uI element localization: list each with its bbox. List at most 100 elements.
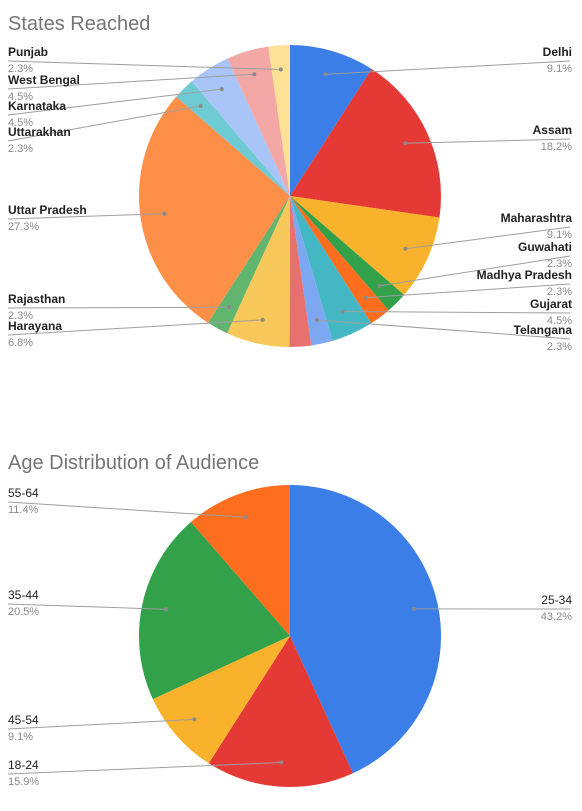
- pie0-slice-unlabeled-7: [289, 196, 312, 348]
- pie0-slice-west-bengal: [227, 46, 290, 196]
- pie0-label-rajasthan: Rajasthan: [8, 292, 65, 306]
- pie0-leader-assam: [405, 138, 571, 144]
- pie0-label-harayana: Harayana: [8, 319, 62, 333]
- pie1-pct-35-44: 20.5%: [8, 606, 39, 618]
- pie0-leader-delhi: [325, 60, 571, 75]
- pie0-label-west-bengal: West Bengal: [8, 73, 80, 87]
- states-pie: [138, 45, 441, 348]
- pie1-pct-55-64: 11.4%: [8, 504, 39, 516]
- pie0-anchor-dot-maharashtra: [403, 246, 408, 251]
- pie0-slice-gujarat: [290, 196, 372, 341]
- pie1-slice-25-34: [290, 485, 442, 774]
- pie0-leader-harayana: [7, 319, 263, 336]
- pie0-pct-punjab: 2.3%: [8, 63, 33, 75]
- pie1-anchor-dot-18-24: [279, 760, 284, 765]
- pie0-pct-madhya-pradesh: 2.3%: [547, 286, 572, 298]
- pie0-pct-delhi: 9.1%: [547, 63, 572, 75]
- pie0-pct-gujarat: 4.5%: [547, 315, 572, 327]
- pie1-anchor-dot-25-34: [411, 606, 416, 611]
- pie1-label-35-44: 35-44: [8, 588, 39, 602]
- states-chart-title: States Reached: [8, 13, 150, 35]
- pie0-slice-uttar-pradesh: [138, 96, 290, 323]
- pie1-pct-18-24: 15.9%: [8, 776, 39, 788]
- age-labels: 25-34 43.2% 18-24 15.9% 45-54 9.1% 35-44 20.5% 5…: [7, 486, 572, 788]
- pie1-label-25-34: 25-34: [541, 593, 572, 607]
- pie0-slice-uttarakhan: [176, 81, 290, 196]
- pie0-label-maharashtra: Maharashtra: [501, 211, 573, 225]
- pie1-leader-55-64: [7, 501, 246, 518]
- pie1-anchor-dot-45-54: [192, 717, 197, 722]
- pie0-leader-west-bengal: [7, 73, 255, 90]
- pie0-anchor-dot-uttar-pradesh: [162, 211, 167, 216]
- pie1-slice-18-24: [208, 636, 353, 788]
- pie0-pct-guwahati: 2.3%: [547, 258, 572, 270]
- pie0-slice-telangana: [290, 196, 333, 346]
- pie1-slice-35-44: [138, 522, 290, 700]
- pie0-label-gujarat: Gujarat: [530, 297, 572, 311]
- pie1-leader-35-44: [7, 603, 167, 610]
- age-chart-title: Age Distribution of Audience: [8, 452, 259, 474]
- pie0-anchor-dot-gujarat: [340, 309, 345, 314]
- pie0-pct-west-bengal: 4.5%: [8, 91, 33, 103]
- pie1-leader-18-24: [7, 762, 282, 775]
- pie0-leader-punjab: [7, 60, 281, 70]
- pie0-slice-punjab: [268, 45, 290, 196]
- pie0-label-madhya-pradesh: Madhya Pradesh: [477, 268, 572, 282]
- pie1-label-55-64: 55-64: [8, 486, 39, 500]
- pie1-leader-45-54: [7, 718, 195, 730]
- pie0-leader-guwahati: [379, 255, 571, 287]
- pie0-leader-telangana: [316, 319, 571, 340]
- pie0-slice-rajasthan: [207, 196, 290, 334]
- states-labels: Delhi9.1%Assam18.2%Maharashtra9.1%Guwaha…: [7, 45, 573, 353]
- pie0-pct-karnataka: 4.5%: [8, 117, 33, 129]
- pie0-leader-maharashtra: [405, 226, 571, 250]
- pie0-slice-guwahati: [290, 196, 405, 311]
- pie0-anchor-dot-harayana: [260, 317, 265, 322]
- pie0-label-karnataka: Karnataka: [8, 99, 66, 113]
- pie0-slice-assam: [290, 68, 441, 218]
- age-pie: [138, 485, 442, 788]
- pie0-anchor-dot-west-bengal: [252, 72, 257, 77]
- pie0-leader-rajasthan: [7, 306, 230, 309]
- pie1-slice-55-64: [190, 485, 290, 636]
- pie0-anchor-dot-uttarakhan: [198, 104, 203, 108]
- pie0-anchor-dot-karnataka: [219, 87, 224, 92]
- pie0-anchor-dot-assam: [403, 141, 408, 146]
- pie1-slice-45-54: [152, 636, 290, 764]
- pie0-pct-telangana: 2.3%: [547, 341, 572, 353]
- pie0-slice-harayana: [227, 196, 290, 347]
- pie0-anchor-dot-punjab: [278, 67, 283, 72]
- pie0-anchor-dot-telangana: [314, 318, 319, 322]
- pie0-anchor-dot-rajasthan: [227, 305, 231, 310]
- pie0-label-punjab: Punjab: [8, 45, 48, 59]
- pie1-label-18-24: 18-24: [8, 758, 39, 772]
- pie0-label-assam: Assam: [533, 123, 572, 137]
- pie0-slice-madhya-pradesh: [290, 196, 389, 324]
- pie0-anchor-dot-delhi: [323, 72, 328, 77]
- pie0-pct-uttar-pradesh: 27.3%: [8, 221, 39, 233]
- pie0-anchor-dot-guwahati: [377, 283, 382, 288]
- pie0-slice-karnataka: [191, 58, 290, 196]
- pie0-slice-maharashtra: [290, 196, 440, 295]
- pie0-slice-delhi: [290, 45, 372, 196]
- pie0-pct-rajasthan: 2.3%: [8, 310, 33, 322]
- pie0-anchor-dot-madhya-pradesh: [363, 295, 368, 300]
- pie0-pct-maharashtra: 9.1%: [547, 229, 572, 241]
- pie1-pct-25-34: 43.2%: [541, 611, 572, 623]
- pie1-anchor-dot-55-64: [243, 515, 248, 520]
- pie0-leader-gujarat: [342, 311, 571, 314]
- pie0-leader-uttarakhan: [7, 105, 201, 142]
- pie0-label-delhi: Delhi: [543, 45, 572, 59]
- pie0-label-guwahati: Guwahati: [518, 240, 572, 254]
- pie0-leader-uttar-pradesh: [7, 213, 165, 220]
- pie0-pct-uttarakhan: 2.3%: [8, 143, 33, 155]
- pie1-anchor-dot-35-44: [164, 607, 168, 612]
- pie0-leader-karnataka: [7, 88, 222, 116]
- pie0-leader-madhya-pradesh: [365, 283, 571, 299]
- pie0-label-uttarakhan: Uttarakhan: [8, 125, 71, 139]
- pie0-label-telangana: Telangana: [514, 323, 573, 337]
- pie0-label-uttar-pradesh: Uttar Pradesh: [8, 203, 87, 217]
- pie1-pct-45-54: 9.1%: [8, 731, 33, 743]
- pie0-pct-assam: 18.2%: [541, 141, 572, 153]
